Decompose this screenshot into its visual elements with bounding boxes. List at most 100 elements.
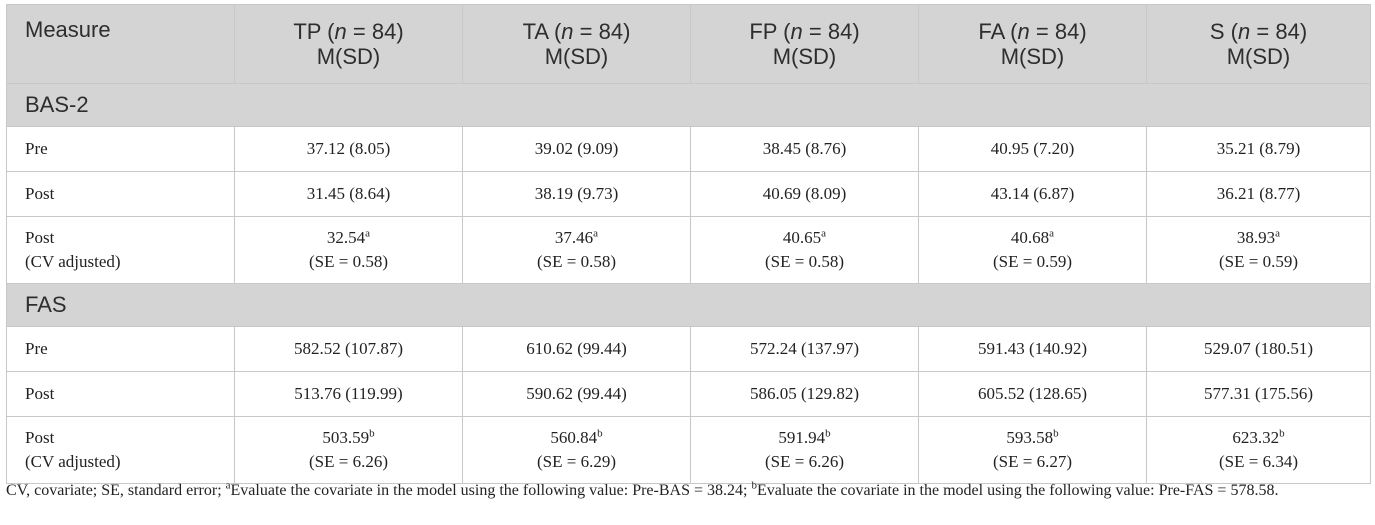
table-cell: 572.24 (137.97)	[690, 326, 919, 372]
row-label: Post	[6, 371, 235, 417]
row-label: Pre	[6, 126, 235, 172]
row-label: Post (CV adjusted)	[6, 216, 235, 284]
row-label: Post (CV adjusted)	[6, 416, 235, 484]
adjusted-mean: 593.58	[1006, 428, 1054, 447]
table-cell: 582.52 (107.87)	[234, 326, 463, 372]
standard-error: (SE = 0.58)	[765, 252, 844, 271]
group-label: FA	[978, 19, 1005, 44]
group-label: TP	[293, 19, 322, 44]
table-footnote: CV, covariate; SE, standard error; aEval…	[6, 480, 1370, 502]
table-cell: 577.31 (175.56)	[1146, 371, 1371, 417]
footnote-marker: a	[1049, 227, 1055, 240]
n-label: n	[1017, 19, 1030, 44]
footnote-marker: b	[825, 427, 831, 440]
standard-error: (SE = 0.58)	[309, 252, 388, 271]
table-cell: 40.68a (SE = 0.59)	[918, 216, 1147, 284]
stat-label: M(SD)	[544, 44, 609, 69]
table-cell: 590.62 (99.44)	[462, 371, 691, 417]
adjusted-mean: 37.46	[554, 228, 594, 247]
table-cell: 37.12 (8.05)	[234, 126, 463, 172]
table-cell: 35.21 (8.79)	[1146, 126, 1371, 172]
standard-error: (SE = 0.59)	[993, 252, 1072, 271]
table-row-adjusted: Post (CV adjusted) 503.59b (SE = 6.26) 560…	[6, 416, 1371, 484]
adjusted-mean: 560.84	[550, 428, 598, 447]
adjusted-mean: 32.54	[326, 228, 366, 247]
table-cell: 503.59b (SE = 6.26)	[234, 416, 463, 484]
n-label: n	[334, 19, 347, 44]
table-cell: 513.76 (119.99)	[234, 371, 463, 417]
table-row-adjusted: Post (CV adjusted) 32.54a (SE = 0.58) 37.4…	[6, 216, 1371, 284]
n-value: = 84	[808, 19, 853, 44]
section-title: FAS	[6, 283, 1371, 327]
row-label: Post	[6, 171, 235, 217]
stat-label: M(SD)	[316, 44, 381, 69]
standard-error: (SE = 6.29)	[537, 452, 616, 471]
table-cell: 591.94b (SE = 6.26)	[690, 416, 919, 484]
adjusted-mean: 623.32	[1232, 428, 1280, 447]
table-cell: 529.07 (180.51)	[1146, 326, 1371, 372]
n-value: = 84	[352, 19, 397, 44]
table-cell: 38.19 (9.73)	[462, 171, 691, 217]
table-row: Pre 582.52 (107.87) 610.62 (99.44) 572.2…	[6, 326, 1371, 372]
group-label: FP	[749, 19, 778, 44]
footnote-marker: a	[365, 227, 371, 240]
standard-error: (SE = 0.59)	[1219, 252, 1298, 271]
footnote-text: Evaluate the covariate in the model usin…	[756, 482, 1279, 499]
row-label-line1: Post	[25, 428, 55, 447]
adjusted-mean: 40.65	[782, 228, 822, 247]
table-cell: 593.58b (SE = 6.27)	[918, 416, 1147, 484]
n-value: = 84	[1256, 19, 1300, 44]
footnote-marker-a: a	[225, 479, 231, 492]
table-row: Pre 37.12 (8.05) 39.02 (9.09) 38.45 (8.7…	[6, 126, 1371, 172]
n-label: n	[1238, 19, 1251, 44]
standard-error: (SE = 6.27)	[993, 452, 1072, 471]
table-cell: 40.69 (8.09)	[690, 171, 919, 217]
footnote-marker: b	[1279, 427, 1285, 440]
row-label: Pre	[6, 326, 235, 372]
section-row-fas: FAS	[6, 283, 1371, 327]
table-cell: 38.93a (SE = 0.59)	[1146, 216, 1371, 284]
table-cell: 32.54a (SE = 0.58)	[234, 216, 463, 284]
standard-error: (SE = 6.26)	[309, 452, 388, 471]
table-cell: 38.45 (8.76)	[690, 126, 919, 172]
header-col-fa: FA (n = 84) M(SD)	[918, 4, 1147, 84]
table-cell: 605.52 (128.65)	[918, 371, 1147, 417]
section-row-bas2: BAS-2	[6, 83, 1371, 127]
table-cell: 40.95 (7.20)	[918, 126, 1147, 172]
table-cell: 39.02 (9.09)	[462, 126, 691, 172]
table-cell: 610.62 (99.44)	[462, 326, 691, 372]
adjusted-mean: 40.68	[1010, 228, 1050, 247]
table-cell: 623.32b (SE = 6.34)	[1146, 416, 1371, 484]
footnote-marker: a	[821, 227, 827, 240]
table-cell: 36.21 (8.77)	[1146, 171, 1371, 217]
adjusted-mean: 591.94	[778, 428, 826, 447]
table-cell: 31.45 (8.64)	[234, 171, 463, 217]
group-label: TA	[522, 19, 548, 44]
footnote-text: CV, covariate; SE, standard error;	[6, 482, 226, 499]
footnote-marker: b	[369, 427, 375, 440]
table-cell: 40.65a (SE = 0.58)	[690, 216, 919, 284]
row-label-line1: Post	[25, 228, 55, 247]
section-title: BAS-2	[6, 83, 1371, 127]
table-cell: 43.14 (6.87)	[918, 171, 1147, 217]
footnote-marker: a	[1275, 227, 1281, 240]
group-label: S	[1209, 19, 1225, 44]
footnote-marker: b	[1053, 427, 1059, 440]
header-row: Measure TP (n = 84) M(SD) TA (n = 84) M(SD…	[6, 4, 1371, 84]
stat-label: M(SD)	[772, 44, 837, 69]
table-cell: 37.46a (SE = 0.58)	[462, 216, 691, 284]
n-label: n	[561, 19, 574, 44]
header-col-tp: TP (n = 84) M(SD)	[234, 4, 463, 84]
footnote-text: Evaluate the covariate in the model usin…	[230, 482, 752, 499]
adjusted-mean: 503.59	[322, 428, 370, 447]
n-value: = 84	[1035, 19, 1080, 44]
header-measure: Measure	[6, 4, 235, 84]
footnote-marker: b	[597, 427, 603, 440]
footnote-marker: a	[593, 227, 599, 240]
table-cell: 586.05 (129.82)	[690, 371, 919, 417]
header-col-ta: TA (n = 84) M(SD)	[462, 4, 691, 84]
table-row: Post 31.45 (8.64) 38.19 (9.73) 40.69 (8.…	[6, 171, 1371, 217]
standard-error: (SE = 0.58)	[537, 252, 616, 271]
n-value: = 84	[579, 19, 624, 44]
